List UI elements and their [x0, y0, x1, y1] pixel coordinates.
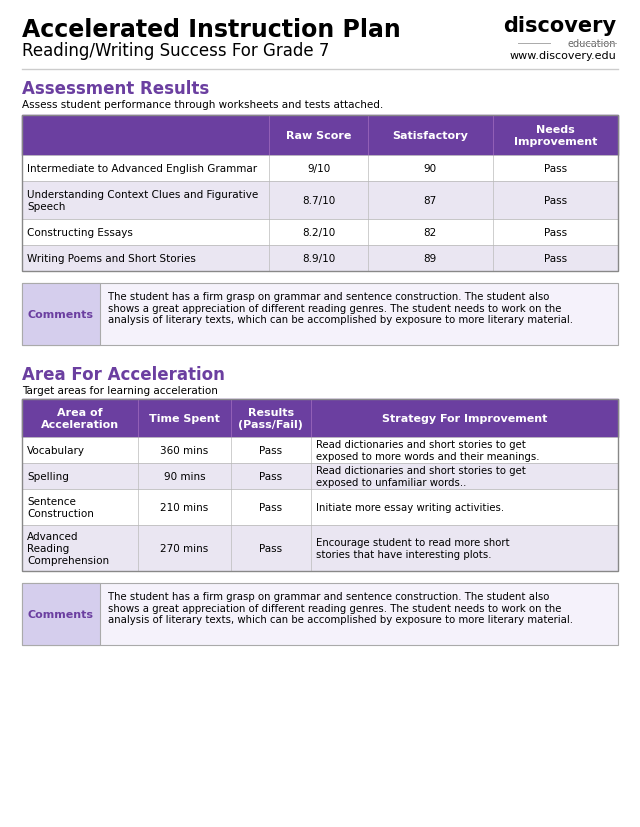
Text: Raw Score: Raw Score — [286, 131, 351, 141]
Text: 8.7/10: 8.7/10 — [302, 196, 335, 206]
Text: Sentence
Construction: Sentence Construction — [27, 496, 94, 519]
Text: Pass: Pass — [544, 164, 567, 174]
Text: 90 mins: 90 mins — [164, 471, 205, 481]
Text: Comments: Comments — [28, 609, 94, 619]
Text: Constructing Essays: Constructing Essays — [27, 227, 133, 237]
Text: Advanced
Reading
Comprehension: Advanced Reading Comprehension — [27, 532, 109, 565]
Bar — [22, 155, 618, 182]
Text: 210 mins: 210 mins — [160, 502, 209, 513]
Text: Strategy For Improvement: Strategy For Improvement — [382, 414, 547, 423]
Text: Writing Poems and Short Stories: Writing Poems and Short Stories — [27, 254, 196, 264]
Bar — [22, 182, 618, 220]
Text: Spelling: Spelling — [27, 471, 69, 481]
Text: Read dictionaries and short stories to get
exposed to more words and their meani: Read dictionaries and short stories to g… — [316, 440, 540, 461]
Bar — [22, 246, 618, 272]
Text: 90: 90 — [424, 164, 437, 174]
Text: 89: 89 — [424, 254, 437, 264]
Text: Satisfactory: Satisfactory — [392, 131, 468, 141]
Bar — [22, 220, 618, 246]
Text: 9/10: 9/10 — [307, 164, 330, 174]
Text: Encourage student to read more short
stories that have interesting plots.: Encourage student to read more short sto… — [316, 538, 509, 559]
Text: Comments: Comments — [28, 309, 94, 319]
Text: Pass: Pass — [544, 254, 567, 264]
Bar — [22, 116, 618, 272]
Text: 87: 87 — [424, 196, 437, 206]
Bar — [22, 437, 618, 463]
Bar — [22, 284, 100, 346]
Bar — [22, 490, 618, 525]
Text: 270 mins: 270 mins — [160, 543, 209, 553]
Text: The student has a firm grasp on grammar and sentence construction. The student a: The student has a firm grasp on grammar … — [108, 591, 573, 624]
Text: Assessment Results: Assessment Results — [22, 80, 209, 98]
Text: Time Spent: Time Spent — [149, 414, 220, 423]
Text: Assess student performance through worksheets and tests attached.: Assess student performance through works… — [22, 100, 383, 110]
Text: 360 mins: 360 mins — [160, 446, 209, 456]
Text: Area of
Acceleration: Area of Acceleration — [41, 408, 119, 429]
Text: 8.2/10: 8.2/10 — [302, 227, 335, 237]
Text: Pass: Pass — [259, 446, 282, 456]
Text: Pass: Pass — [544, 227, 567, 237]
Text: 8.9/10: 8.9/10 — [302, 254, 335, 264]
Bar — [22, 525, 618, 571]
Text: Area For Acceleration: Area For Acceleration — [22, 366, 225, 384]
Text: Understanding Context Clues and Figurative
Speech: Understanding Context Clues and Figurati… — [27, 190, 259, 212]
Bar — [22, 284, 618, 346]
Text: Initiate more essay writing activities.: Initiate more essay writing activities. — [316, 502, 504, 513]
Text: 82: 82 — [424, 227, 437, 237]
Bar — [22, 463, 618, 490]
Text: Pass: Pass — [259, 471, 282, 481]
Text: The student has a firm grasp on grammar and sentence construction. The student a: The student has a firm grasp on grammar … — [108, 292, 573, 325]
Bar — [22, 399, 618, 437]
Text: Pass: Pass — [259, 502, 282, 513]
Bar — [22, 583, 100, 645]
Text: Accelerated Instruction Plan: Accelerated Instruction Plan — [22, 18, 401, 42]
Bar — [22, 399, 618, 571]
Text: education: education — [568, 39, 616, 49]
Text: Pass: Pass — [259, 543, 282, 553]
Text: Vocabulary: Vocabulary — [27, 446, 85, 456]
Text: www.discovery.edu: www.discovery.edu — [509, 51, 616, 61]
Text: Read dictionaries and short stories to get
exposed to unfamiliar words..: Read dictionaries and short stories to g… — [316, 466, 526, 487]
Bar — [22, 116, 618, 155]
Text: Reading/Writing Success For Grade 7: Reading/Writing Success For Grade 7 — [22, 42, 330, 60]
Text: Pass: Pass — [544, 196, 567, 206]
Text: Needs
Improvement: Needs Improvement — [514, 125, 597, 146]
Text: Results
(Pass/Fail): Results (Pass/Fail) — [238, 408, 303, 429]
Text: discovery: discovery — [503, 16, 616, 36]
Text: Target areas for learning acceleration: Target areas for learning acceleration — [22, 385, 218, 395]
Bar — [22, 583, 618, 645]
Text: Intermediate to Advanced English Grammar: Intermediate to Advanced English Grammar — [27, 164, 257, 174]
